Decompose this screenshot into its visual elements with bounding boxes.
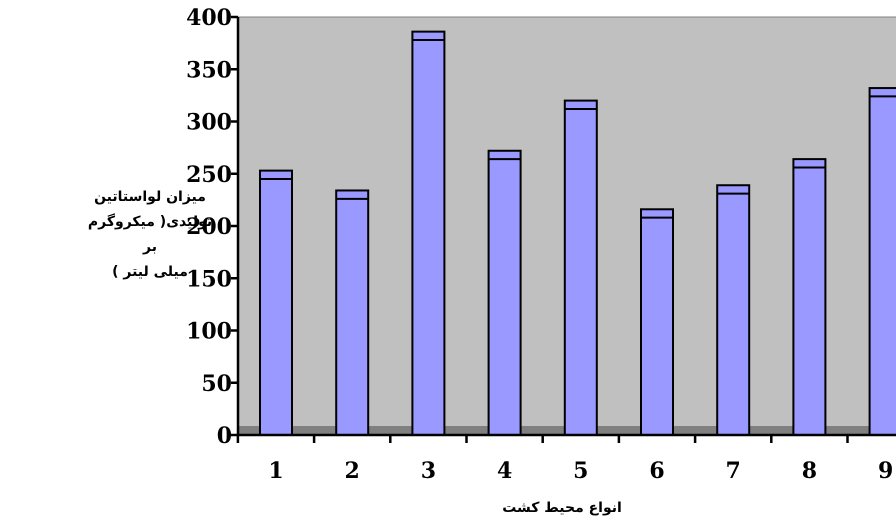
bar-5 (563, 99, 598, 436)
y-tick-label-50: 50 (201, 371, 232, 397)
bar-4 (487, 149, 522, 436)
bar-1 (259, 169, 293, 437)
bar-8 (792, 158, 827, 436)
y-axis-title: میزان لواستاتین تولیدی( میکروگرم بر میلی… (80, 185, 220, 285)
bar-3 (411, 30, 446, 436)
bar-9 (868, 87, 896, 436)
y-tick-label-400: 400 (186, 5, 232, 31)
x-tick-label-6: 6 (649, 458, 664, 484)
y-tick-label-0: 0 (217, 423, 232, 449)
x-tick-label-4: 4 (497, 458, 512, 484)
bar-6 (640, 208, 674, 436)
bar-7 (716, 184, 751, 436)
y-tick-label-350: 350 (186, 57, 232, 83)
x-tick-label-7: 7 (726, 458, 741, 484)
x-tick-label-9: 9 (878, 458, 893, 484)
y-axis-title-line-3: میلی لیتر ) (112, 264, 188, 280)
y-axis-title-line-1: میزان لواستاتین (94, 189, 206, 205)
bar-2 (335, 189, 370, 436)
y-tick-label-150: 150 (186, 266, 232, 292)
y-tick-label-300: 300 (186, 110, 232, 136)
y-tick-label-100: 100 (186, 319, 232, 345)
x-tick-label-2: 2 (345, 458, 360, 484)
y-axis-title-line-2: تولیدی( میکروگرم بر (87, 214, 213, 255)
x-tick-label-1: 1 (268, 458, 283, 484)
x-tick-label-8: 8 (802, 458, 817, 484)
x-axis-title: انواع محیط کشت (502, 500, 622, 516)
x-tick-label-5: 5 (573, 458, 588, 484)
x-tick-label-3: 3 (421, 458, 436, 484)
y-tick-label-200: 200 (186, 214, 232, 240)
y-tick-label-250: 250 (186, 162, 232, 188)
